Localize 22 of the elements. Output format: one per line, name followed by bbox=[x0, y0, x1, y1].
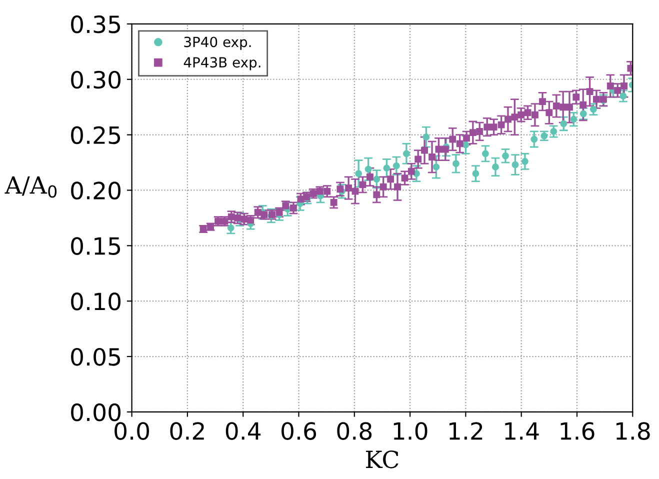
x-tick-label: 0.8 bbox=[337, 422, 372, 440]
x-tick-label: 0.4 bbox=[226, 422, 261, 440]
legend-label: 3P40 exp. bbox=[184, 36, 251, 50]
y-tick-label: 0.20 bbox=[71, 182, 121, 200]
y-tick-label: 0.15 bbox=[71, 237, 120, 255]
y-tick-label: 0.35 bbox=[71, 15, 120, 34]
x-tick-label: 1.8 bbox=[616, 422, 650, 440]
legend-label: 4P43B exp. bbox=[184, 57, 260, 70]
y-tick-label: 0.25 bbox=[71, 126, 120, 144]
y-axis-title: A/A$_{0}$ bbox=[4, 176, 57, 198]
x-tick-label: 1.0 bbox=[394, 422, 428, 440]
x-tick-label: 1.6 bbox=[560, 422, 594, 440]
x-tick-label: 0.6 bbox=[282, 422, 316, 440]
y-tick-label: 0.05 bbox=[71, 348, 120, 366]
x-tick-label: 1.2 bbox=[450, 422, 482, 440]
x-tick-label: 0.2 bbox=[170, 422, 204, 440]
y-tick-label: 0.30 bbox=[71, 70, 121, 89]
y-tick-label: 0.00 bbox=[71, 403, 121, 422]
x-axis-title: KC bbox=[366, 450, 398, 468]
y-tick-label: 0.10 bbox=[71, 292, 121, 310]
x-tick-label: 1.4 bbox=[505, 422, 539, 440]
x-tick-label: 0.0 bbox=[114, 422, 150, 440]
